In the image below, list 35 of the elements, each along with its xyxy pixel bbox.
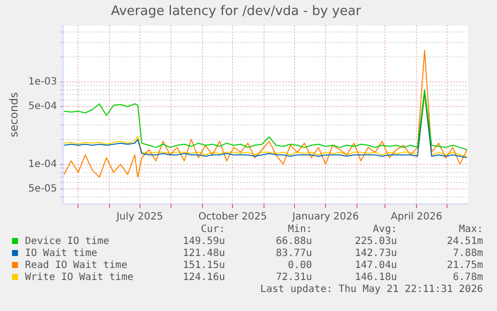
x-tick-label: July 2025 (115, 212, 164, 223)
text: 124.16u (182, 272, 225, 284)
text: 142.73u (354, 248, 397, 260)
text: Cur: (200, 224, 225, 236)
text: 149.59u (182, 236, 225, 248)
text: 72.31u (276, 272, 312, 284)
text: 151.15u (182, 260, 225, 272)
y-tick-label: 5e-05 (28, 184, 58, 195)
text: 66.88u (276, 236, 312, 248)
text: 83.77u (276, 248, 312, 260)
text: Max: (458, 224, 483, 236)
y-tick-label: 1e-03 (28, 76, 58, 88)
x-tick-label: October 2025 (198, 212, 268, 223)
text: 6.78m (452, 272, 483, 284)
text: 24.51m (446, 236, 483, 248)
chart-title: Average latency for /dev/vda - by year (110, 4, 362, 20)
y-tick-label: 5e-04 (28, 101, 58, 112)
text: Last update: Thu May 21 22:11:31 2026 (260, 284, 483, 296)
legend-label: Device IO time (24, 236, 110, 248)
text: 7.88m (452, 248, 483, 260)
text: 147.04u (354, 260, 397, 272)
text: 146.18u (354, 272, 397, 284)
x-tick-label: April 2026 (390, 212, 442, 223)
x-tick-label: January 2026 (291, 212, 359, 223)
legend-label: Read IO Wait time (24, 260, 128, 272)
y-axis-title: seconds (7, 92, 20, 138)
legend-label: IO Wait time (24, 248, 98, 260)
text: 21.75m (446, 260, 483, 272)
legend-label: Write IO Wait time (24, 272, 134, 284)
text: 0.00 (288, 260, 312, 272)
y-tick-label: 1e-04 (28, 158, 58, 170)
text: 121.48u (182, 248, 225, 260)
text: Avg: (372, 224, 397, 236)
text: Min: (288, 224, 312, 236)
text: 225.03u (354, 236, 397, 248)
